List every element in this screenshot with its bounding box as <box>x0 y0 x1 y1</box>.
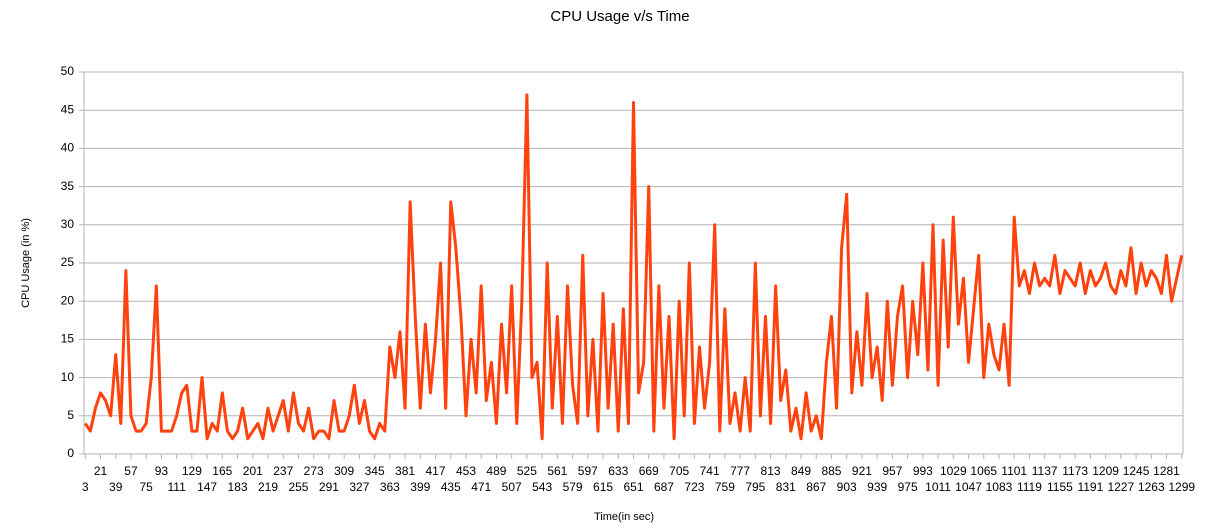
x-tick-label: 39 <box>109 480 123 494</box>
y-tick-label: 10 <box>61 370 75 384</box>
x-tick-label: 1065 <box>970 464 997 478</box>
x-tick-label: 417 <box>426 464 446 478</box>
x-tick-label: 867 <box>806 480 826 494</box>
x-tick-label: 903 <box>837 480 857 494</box>
x-tick-label: 471 <box>471 480 491 494</box>
x-tick-label: 1119 <box>1017 480 1042 494</box>
x-tick-label: 237 <box>273 464 293 478</box>
x-tick-label: 345 <box>365 464 385 478</box>
x-tick-label: 615 <box>593 480 613 494</box>
x-tick-label: 957 <box>882 464 902 478</box>
x-tick-label: 111 <box>168 480 187 494</box>
x-tick-label: 921 <box>852 464 872 478</box>
x-tick-label: 1029 <box>940 464 967 478</box>
x-tick-label: 93 <box>155 464 169 478</box>
x-tick-label: 327 <box>349 480 369 494</box>
x-tick-label: 975 <box>898 480 918 494</box>
x-tick-label: 309 <box>334 464 354 478</box>
x-tick-label: 1281 <box>1153 464 1180 478</box>
x-tick-label: 1191 <box>1077 480 1103 494</box>
x-tick-label: 489 <box>486 464 506 478</box>
x-tick-label: 669 <box>639 464 659 478</box>
x-tick-label: 75 <box>140 480 154 494</box>
y-tick-label: 35 <box>61 179 75 193</box>
x-tick-label: 939 <box>867 480 887 494</box>
x-tick-label: 1137 <box>1032 464 1058 478</box>
y-tick-label: 20 <box>61 293 75 307</box>
x-tick-label: 363 <box>380 480 400 494</box>
x-tick-label: 759 <box>715 480 735 494</box>
x-tick-label: 633 <box>608 464 628 478</box>
x-tick-label: 291 <box>319 480 339 494</box>
x-tick-label: 1155 <box>1047 480 1073 494</box>
x-tick-label: 1083 <box>986 480 1013 494</box>
x-tick-label: 795 <box>745 480 765 494</box>
x-tick-label: 813 <box>761 464 781 478</box>
x-tick-label: 543 <box>532 480 552 494</box>
y-tick-label: 5 <box>67 408 74 422</box>
x-tick-label: 399 <box>410 480 430 494</box>
x-tick-label: 705 <box>669 464 689 478</box>
x-tick-label: 579 <box>563 480 583 494</box>
y-tick-label: 15 <box>61 332 75 346</box>
x-tick-label: 525 <box>517 464 537 478</box>
x-tick-label: 993 <box>913 464 933 478</box>
y-tick-label: 25 <box>61 255 75 269</box>
x-tick-label: 3 <box>82 480 89 494</box>
y-tick-label: 40 <box>61 141 75 155</box>
x-tick-label: 741 <box>700 464 720 478</box>
x-tick-label: 507 <box>502 480 522 494</box>
x-tick-label: 147 <box>197 480 217 494</box>
x-tick-label: 183 <box>228 480 248 494</box>
x-tick-label: 1209 <box>1092 464 1119 478</box>
y-tick-label: 50 <box>61 64 75 78</box>
x-axis-label: Time(in sec) <box>594 511 654 523</box>
data-line <box>84 93 1184 441</box>
x-tick-label: 1245 <box>1123 464 1150 478</box>
x-tick-label: 21 <box>94 464 108 478</box>
x-tick-label: 1299 <box>1168 480 1195 494</box>
x-tick-label: 1011 <box>925 480 951 494</box>
x-tick-label: 777 <box>730 464 750 478</box>
x-tick-label: 597 <box>578 464 598 478</box>
x-tick-label: 255 <box>288 480 308 494</box>
y-tick-label: 45 <box>61 102 75 116</box>
x-tick-label: 1263 <box>1138 480 1165 494</box>
x-tick-label: 273 <box>304 464 324 478</box>
x-tick-label: 723 <box>684 480 704 494</box>
x-tick-label: 687 <box>654 480 674 494</box>
y-axis-label: CPU Usage (in %) <box>20 218 32 308</box>
x-tick-label: 885 <box>821 464 841 478</box>
x-tick-label: 1173 <box>1062 464 1088 478</box>
x-tick-label: 453 <box>456 464 476 478</box>
x-tick-label: 435 <box>441 480 461 494</box>
y-tick-label: 30 <box>61 217 75 231</box>
x-tick-label: 129 <box>182 464 202 478</box>
x-tick-label: 201 <box>243 464 263 478</box>
x-tick-label: 1227 <box>1107 480 1134 494</box>
x-tick-label: 165 <box>212 464 232 478</box>
x-tick-label: 831 <box>776 480 796 494</box>
x-tick-label: 1047 <box>955 480 982 494</box>
chart-title: CPU Usage v/s Time <box>550 8 689 25</box>
y-tick-label: 0 <box>67 446 74 460</box>
x-tick-label: 381 <box>395 464 415 478</box>
x-tick-label: 1101 <box>1001 464 1027 478</box>
x-tick-label: 849 <box>791 464 811 478</box>
x-tick-label: 57 <box>124 464 138 478</box>
x-tick-label: 651 <box>623 480 643 494</box>
x-tick-label: 561 <box>547 464 567 478</box>
x-tick-label: 219 <box>258 480 278 494</box>
